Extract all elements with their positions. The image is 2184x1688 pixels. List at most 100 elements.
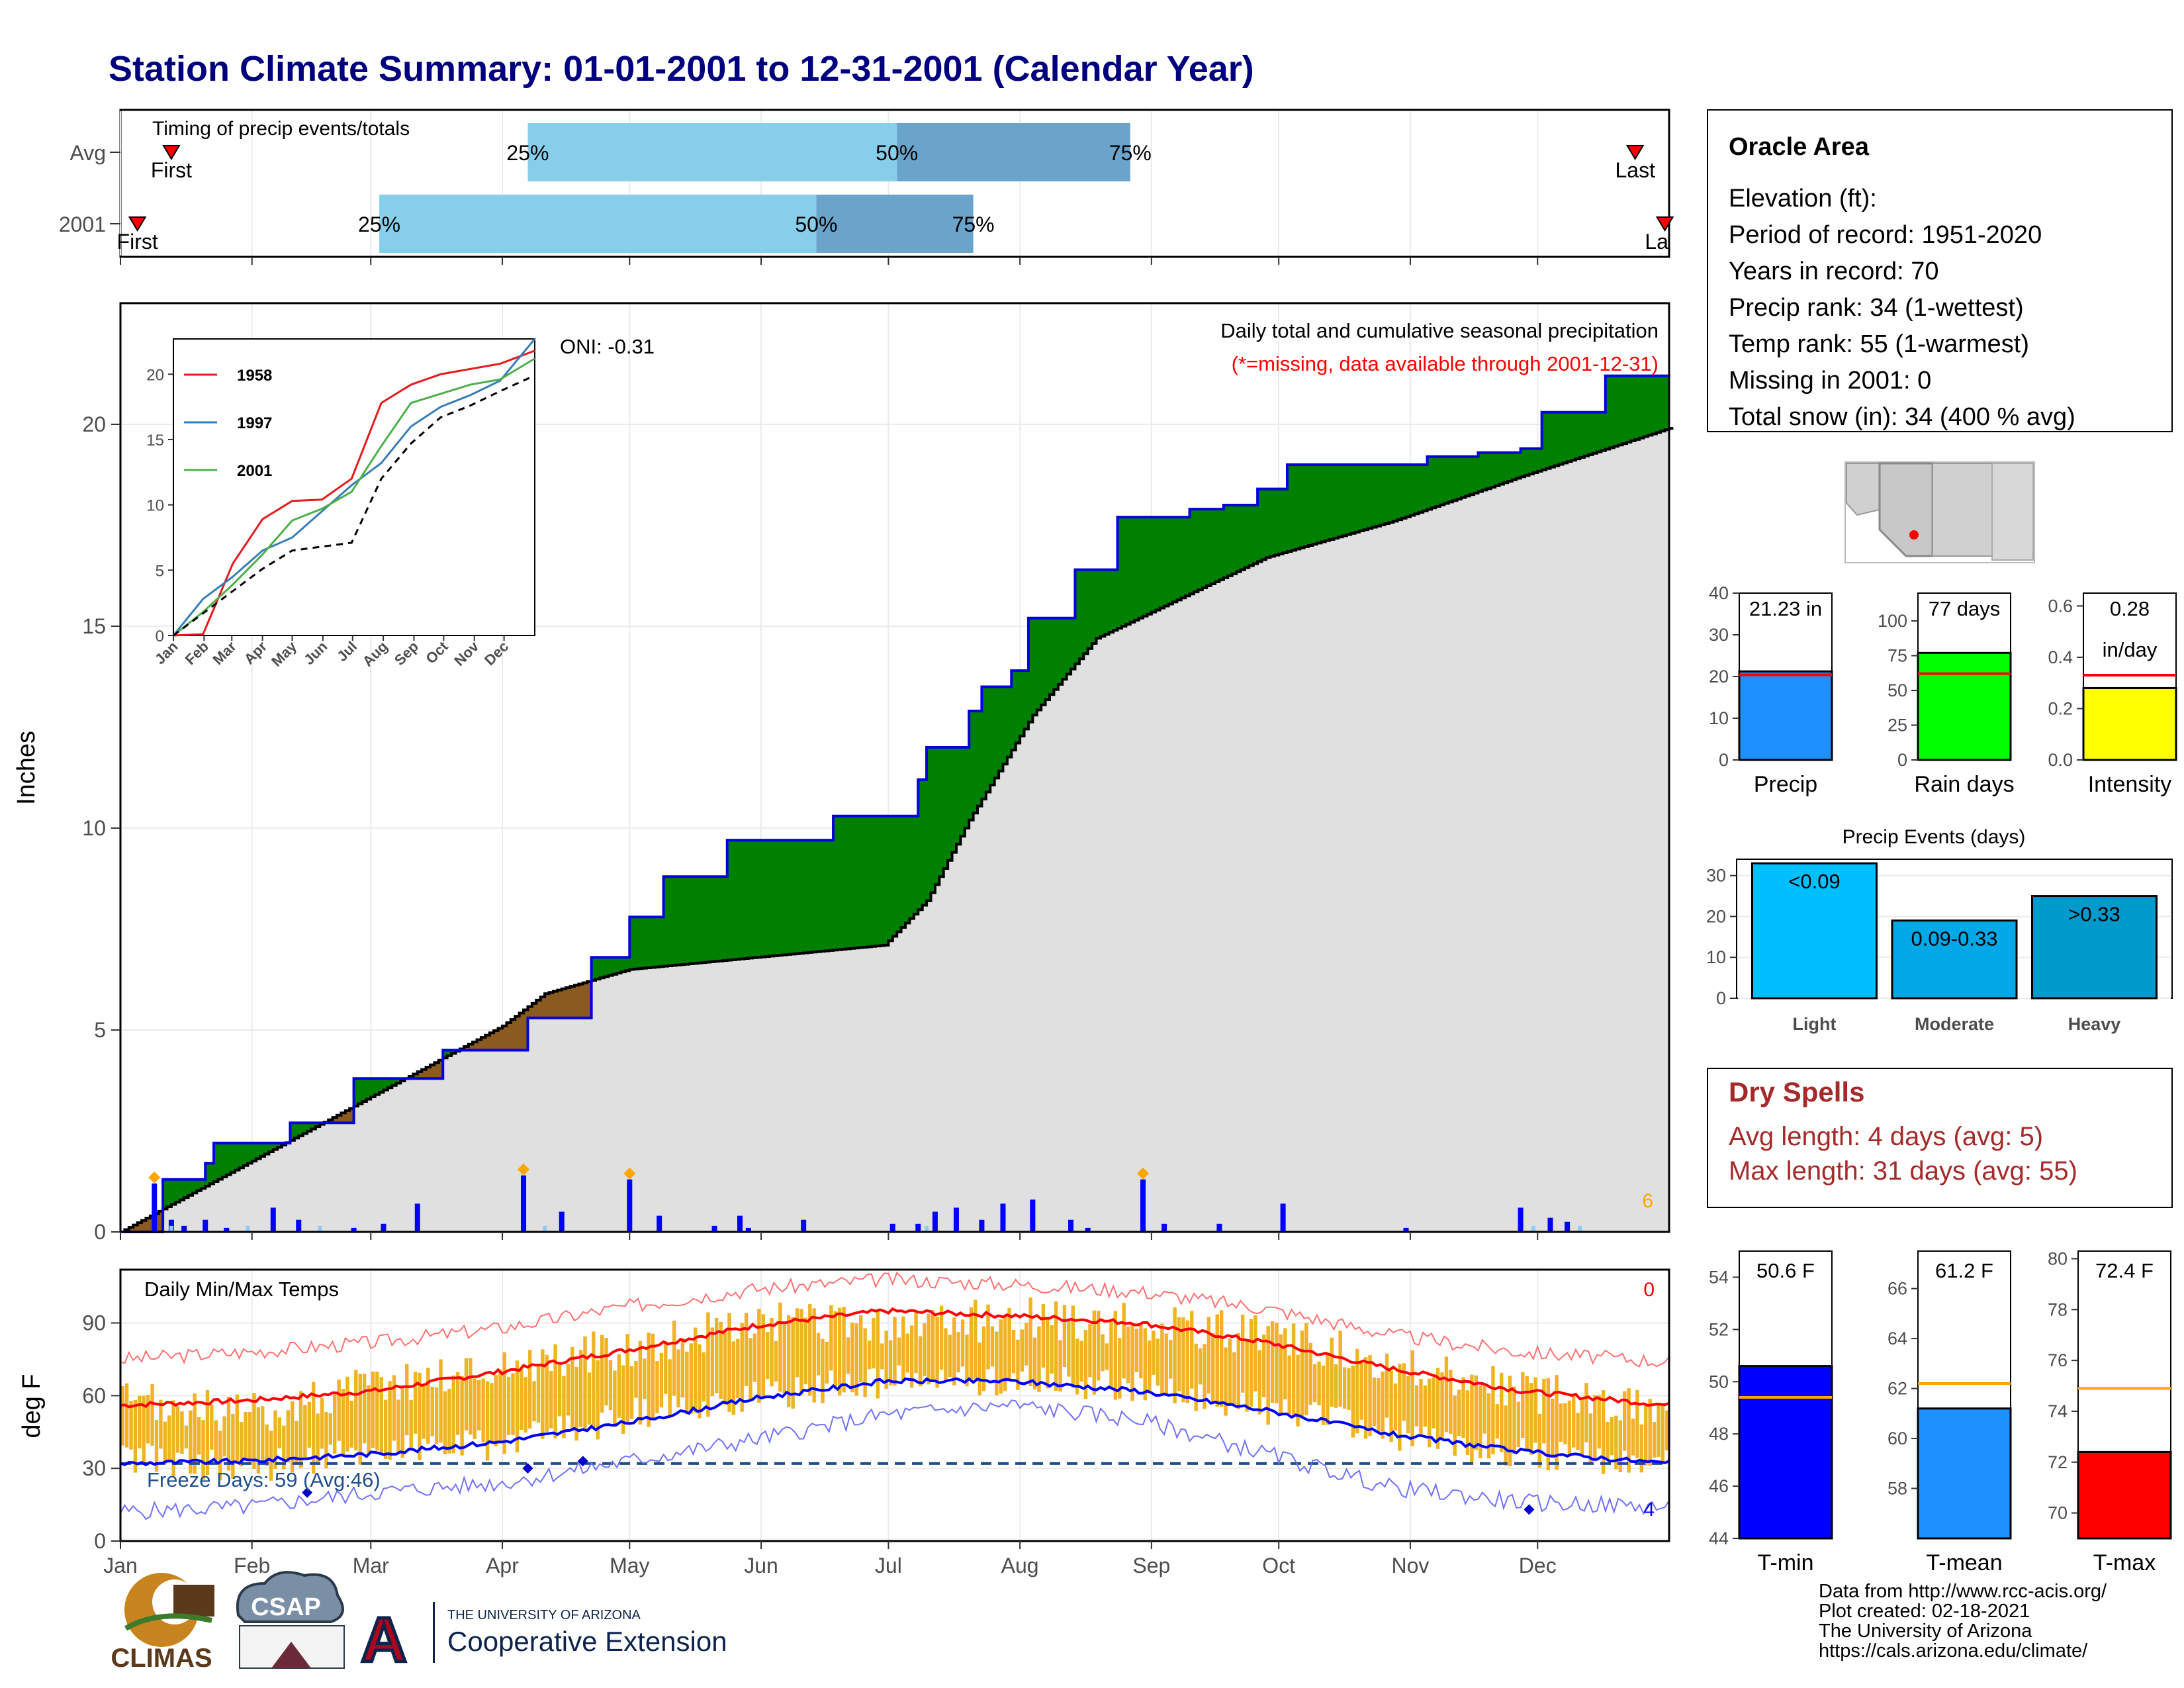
precip-events-bar-label: 0.09-0.33 — [1911, 927, 1998, 951]
timing-first-label: First — [151, 158, 192, 182]
precip-daily-bar — [296, 1219, 302, 1232]
summary-bar-tick-label: 30 — [1709, 625, 1729, 645]
precip-daily-bar — [627, 1179, 633, 1232]
precip-light-bar — [925, 1225, 929, 1232]
precip-observed-line — [120, 374, 1670, 1233]
precip-events-tick-label: 20 — [1706, 906, 1726, 926]
temp-summary-bar-t-min — [1738, 1365, 1833, 1540]
precip-events-tick-label: 0 — [1716, 988, 1726, 1008]
precip-daily-bar — [1518, 1207, 1524, 1232]
precip-daily-bar — [1565, 1221, 1570, 1232]
timing-rows: Avg 25% 50% 75% First Last 2001 25% 50% 75% First L… — [59, 123, 1685, 254]
precip-light-bar — [1578, 1225, 1582, 1232]
precip-y-tick-label: 15 — [82, 614, 106, 638]
temp-summary-tick-label: 50 — [1709, 1372, 1729, 1391]
temp-corner-bottom: 4 — [1643, 1499, 1655, 1521]
ua-logo-divider — [433, 1602, 435, 1663]
precip-events-bar-moderate — [1891, 919, 2018, 1000]
summary-bar-value-unit: in/day — [2103, 638, 2158, 661]
inset-average-line — [173, 374, 535, 637]
inset-series-line-1997 — [172, 338, 536, 636]
summary-bar-label: Precip — [1754, 772, 1817, 797]
temp-record-low-marker — [577, 1456, 588, 1467]
temp-summary-tick-label: 54 — [1709, 1267, 1729, 1287]
temp-record-min-line — [120, 1399, 1670, 1521]
precip-heavy-event-marker — [1137, 1167, 1150, 1180]
temp-x-tick-label: Jan — [103, 1554, 138, 1577]
summary-bar-precip — [1738, 670, 1833, 761]
temp-summary-tick-label: 58 — [1888, 1479, 1907, 1499]
climas-logo-block — [173, 1585, 214, 1617]
precip-panel-frame — [119, 302, 1670, 1233]
precip-daily-bar — [1000, 1203, 1006, 1232]
temp-x-tick-label: Apr — [486, 1554, 519, 1577]
precip-daily-bar — [1280, 1203, 1286, 1232]
temp-summary-tick-label: 64 — [1888, 1329, 1907, 1348]
temp-y-tick-label: 90 — [82, 1311, 106, 1335]
temp-y-tick-label: 60 — [82, 1383, 106, 1407]
csap-logo-cloud — [236, 1571, 344, 1623]
precip-daily-bar — [1140, 1179, 1146, 1232]
timing-bar-25-50 — [527, 123, 897, 181]
precip-heavy-event-marker — [623, 1167, 636, 1180]
precip-daily-bar — [657, 1215, 662, 1232]
precip-average-line — [120, 427, 1674, 1233]
dry-spells-max: Max length: 31 days (avg: 55) — [1729, 1156, 2077, 1186]
locator-map — [1844, 461, 2035, 563]
precip-daily-bar — [270, 1207, 276, 1232]
precip-daily-bars — [148, 1163, 1582, 1232]
precip-daily-bar — [181, 1225, 187, 1232]
precip-events-tick-label: 10 — [1706, 947, 1726, 967]
timing-row-label: 2001 — [59, 212, 106, 236]
timing-last-label: Last — [1615, 158, 1655, 182]
inset-legend-label: 1997 — [237, 414, 272, 432]
inset-series-line-1958 — [173, 350, 535, 637]
precip-events-bar-heavy — [2031, 895, 2158, 1000]
precip-y-tick-label: 5 — [94, 1018, 106, 1042]
inset-y-tick-label: 10 — [146, 497, 164, 515]
timing-bar-50-75 — [897, 123, 1130, 181]
summary-bar-rain-days — [1917, 651, 2012, 761]
temp-summary-value: 72.4 F — [2095, 1259, 2154, 1282]
temp-range-bars — [120, 1297, 1669, 1481]
precip-events-category: Heavy — [2068, 1014, 2121, 1034]
station-box-frame — [1707, 109, 2173, 432]
precip-daily-bar — [953, 1207, 959, 1232]
summary-bar-tick-label: 10 — [1709, 708, 1729, 728]
timing-last-marker — [1655, 216, 1674, 232]
summary-bar-tick-label: 0.2 — [2048, 698, 2073, 718]
timing-last-label: Last — [1645, 230, 1685, 254]
ua-logo-letter: A — [361, 1605, 406, 1675]
precip-above-average-area — [163, 375, 1669, 1209]
precip-events-title: Precip Events (days) — [1843, 826, 2026, 848]
precip-daily-bar — [414, 1203, 420, 1232]
summary-bar-intensity — [2082, 686, 2177, 761]
precip-heavy-event-marker — [518, 1163, 530, 1176]
temp-summary-tick-label: 48 — [1709, 1424, 1729, 1444]
temp-y-tick-label: 30 — [82, 1456, 106, 1480]
dry-spells-frame — [1707, 1068, 2173, 1208]
precip-daily-bar — [711, 1225, 717, 1232]
precip-light-bar — [1531, 1225, 1535, 1232]
temp-daily-range-bars — [120, 1297, 1669, 1481]
dry-spells-box: Dry Spells Avg length: 4 days (avg: 5) M… — [1707, 1068, 2173, 1208]
inset-legend-label: 1958 — [237, 367, 272, 385]
inset-y-tick-label: 20 — [146, 366, 164, 384]
footer-line-url: https://cals.arizona.edu/climate/ — [1819, 1640, 2088, 1662]
summary-bar-tick-label: 40 — [1709, 583, 1729, 603]
ua-logo: A THE UNIVERSITY OF ARIZONA Cooperative … — [359, 1602, 727, 1677]
temp-x-tick-label: Feb — [234, 1554, 270, 1577]
map-region-texas — [1991, 463, 2034, 561]
temp-summary-tick-label: 44 — [1709, 1528, 1729, 1548]
precip-daily-bar — [1161, 1223, 1167, 1232]
ua-logo-small-text: THE UNIVERSITY OF ARIZONA — [447, 1608, 641, 1622]
timing-label-75: 75% — [952, 212, 995, 236]
logos: CLIMAS CSAP A THE UNIVERSITY OF ARIZONA … — [111, 1571, 727, 1677]
summary-bar-label: Rain days — [1914, 772, 2014, 797]
temp-x-tick-label: Mar — [353, 1554, 389, 1577]
precip-daily-bar — [737, 1215, 743, 1232]
precip-daily-bar — [224, 1227, 230, 1232]
station-info-line: Years in record: 70 — [1729, 258, 1939, 285]
